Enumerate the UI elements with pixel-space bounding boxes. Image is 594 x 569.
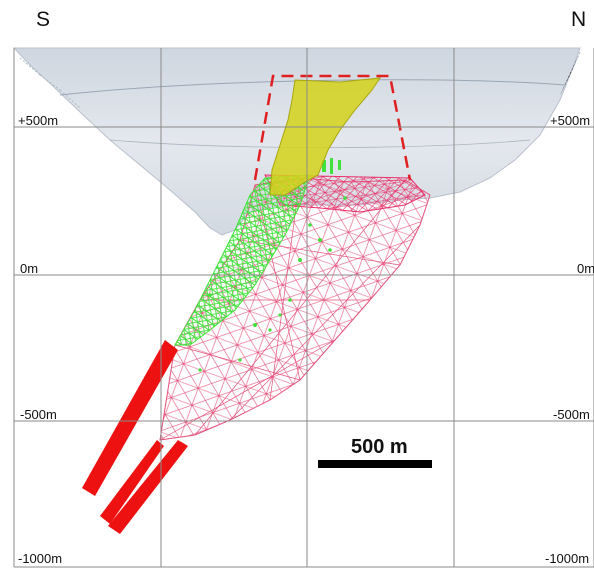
green-mineralized-zone [174,158,347,372]
scale-bar-label: 500 m [351,436,408,458]
depth-label-right-plus500: +500m [550,113,591,128]
depth-label-right-0: 0m [577,261,594,276]
depth-label-left-0: 0m [20,261,39,276]
dashed-outline [253,74,412,181]
grid-lines [13,48,594,568]
red-drill-traces [82,340,188,534]
depth-label-left-plus500: +500m [18,113,59,128]
depth-label-right-minus500: -500m [553,407,590,422]
yellow-orebody [269,77,382,196]
depth-label-right-minus1000: -1000m [545,551,590,566]
compass-south-label: S [36,8,51,31]
scale-bar [318,460,432,468]
depth-label-left-minus1000: -1000m [18,551,63,566]
depth-label-left-minus500: -500m [20,407,57,422]
compass-north-label: N [571,8,587,31]
